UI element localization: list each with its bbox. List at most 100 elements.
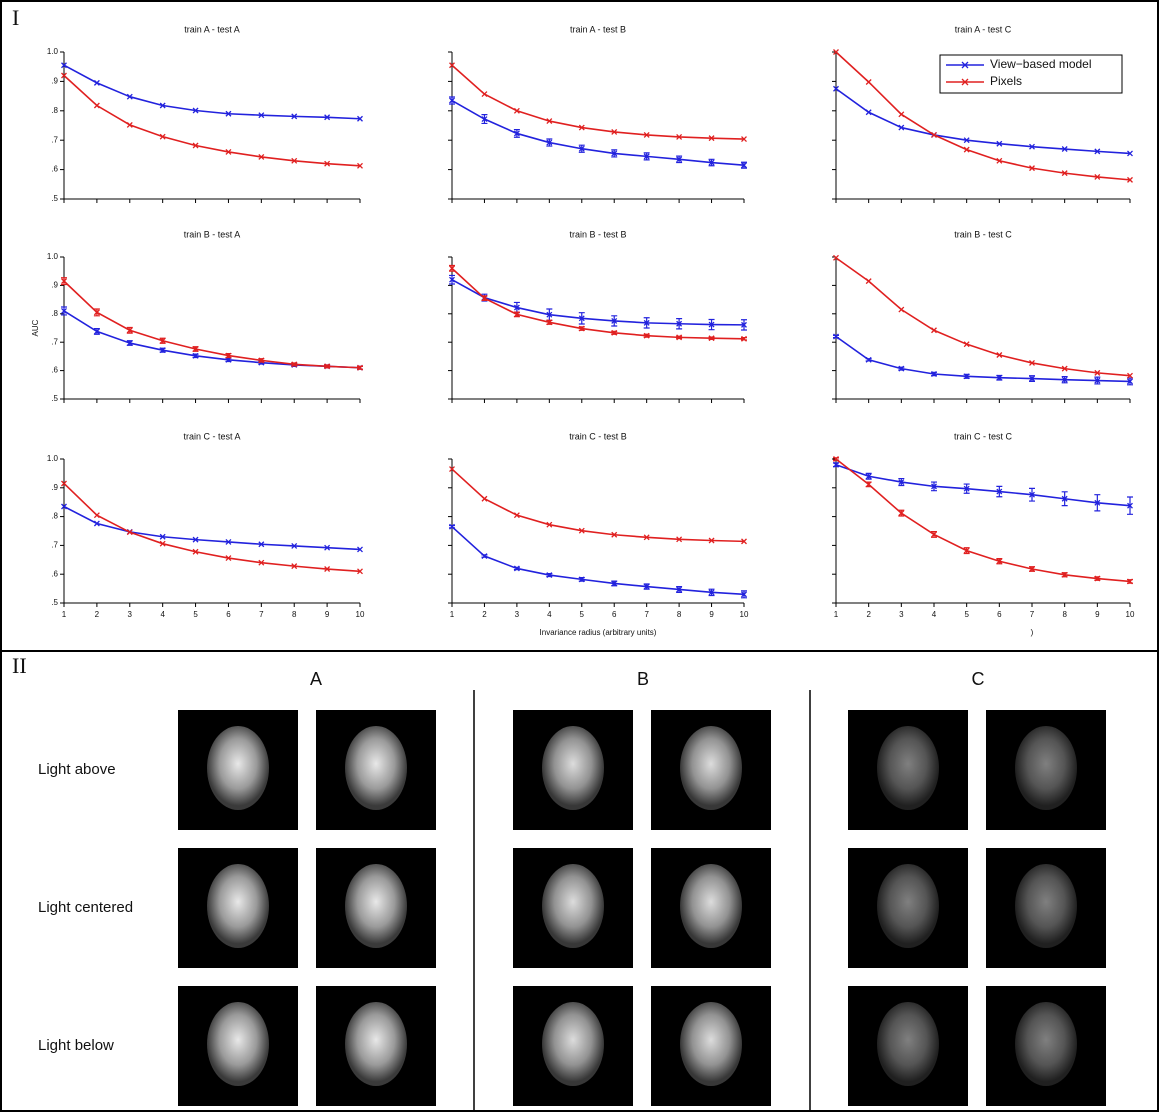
- y-tick-label: .9: [51, 483, 58, 492]
- marker: [324, 544, 331, 551]
- row-label: Light below: [38, 1037, 114, 1054]
- marker: [258, 559, 265, 566]
- marker: [996, 488, 1003, 495]
- y-tick-label: .6: [51, 366, 58, 375]
- x-tick-label: 6: [612, 610, 617, 619]
- marker: [898, 306, 905, 313]
- x-tick-label: 10: [356, 610, 365, 619]
- marker: [1061, 571, 1068, 578]
- marker: [708, 321, 715, 328]
- y-tick-label: .7: [51, 541, 58, 550]
- marker: [159, 337, 166, 344]
- x-tick-label: 8: [292, 610, 297, 619]
- marker: [898, 111, 905, 118]
- chart-title: train B - test C: [954, 229, 1012, 239]
- series-line: [835, 51, 1131, 181]
- marker: [61, 62, 67, 69]
- marker: [126, 121, 133, 128]
- legend-marker: [961, 78, 969, 86]
- marker: [481, 116, 488, 122]
- marker: [578, 576, 585, 583]
- marker: [741, 136, 747, 142]
- face: [877, 1002, 939, 1086]
- marker: [126, 529, 133, 536]
- series-line: [451, 468, 745, 543]
- marker: [126, 93, 133, 100]
- x-tick-label: 3: [515, 610, 520, 619]
- x-tick-label: 2: [482, 610, 487, 619]
- series-line: [63, 64, 361, 120]
- face: [680, 864, 742, 948]
- y-tick-label: 1.0: [47, 454, 59, 463]
- series-line: [451, 526, 745, 596]
- marker: [357, 115, 363, 122]
- marker: [449, 97, 455, 104]
- marker: [159, 533, 166, 540]
- face: [345, 1002, 407, 1086]
- marker: [324, 160, 331, 167]
- marker: [898, 510, 905, 517]
- marker: [225, 356, 232, 363]
- marker: [898, 124, 905, 131]
- face: [542, 1002, 604, 1086]
- y-axis-label: AUC: [31, 319, 40, 336]
- annotation: ): [1031, 628, 1034, 637]
- marker: [126, 327, 133, 334]
- marker: [865, 481, 872, 488]
- marker: [611, 129, 618, 135]
- marker: [963, 485, 970, 492]
- marker: [513, 512, 520, 519]
- marker: [865, 473, 872, 480]
- marker: [192, 142, 199, 149]
- marker: [643, 583, 650, 590]
- series-line: [835, 257, 1131, 377]
- marker: [357, 162, 363, 169]
- marker: [1094, 499, 1101, 506]
- marker: [676, 156, 683, 163]
- marker: [291, 361, 298, 368]
- legend-label: View−based model: [990, 57, 1092, 71]
- panel-label: II: [12, 653, 27, 678]
- chart-title: train B - test B: [569, 229, 626, 239]
- marker: [481, 553, 488, 560]
- marker: [192, 107, 199, 114]
- marker: [1127, 502, 1133, 509]
- marker: [225, 352, 232, 359]
- marker: [546, 311, 553, 318]
- y-tick-label: .9: [51, 77, 58, 86]
- x-tick-label: 8: [677, 610, 682, 619]
- marker: [93, 102, 100, 109]
- x-tick-label: 3: [128, 610, 133, 619]
- face: [1015, 1002, 1077, 1086]
- marker: [963, 547, 970, 554]
- series-line: [63, 280, 361, 369]
- chart-title: train A - test A: [184, 24, 240, 34]
- marker: [611, 317, 618, 324]
- marker: [481, 295, 488, 302]
- marker: [449, 523, 455, 530]
- x-tick-label: 9: [709, 610, 714, 619]
- face: [680, 726, 742, 810]
- face: [207, 1002, 269, 1086]
- marker: [611, 580, 618, 587]
- marker: [513, 304, 520, 311]
- series-line: [451, 279, 745, 326]
- marker: [357, 568, 363, 575]
- marker: [225, 149, 232, 155]
- y-tick-label: .5: [51, 598, 58, 607]
- face: [542, 864, 604, 948]
- marker: [741, 162, 747, 169]
- series-line: [63, 74, 361, 167]
- face: [542, 726, 604, 810]
- marker: [931, 531, 937, 538]
- series-line: [451, 99, 745, 166]
- x-tick-label: 5: [964, 610, 969, 619]
- x-tick-label: 10: [1126, 610, 1135, 619]
- y-tick-label: .5: [51, 394, 58, 403]
- marker: [1094, 369, 1101, 376]
- marker: [676, 134, 683, 140]
- x-tick-label: 4: [160, 610, 165, 619]
- series-line: [451, 267, 745, 340]
- face: [877, 864, 939, 948]
